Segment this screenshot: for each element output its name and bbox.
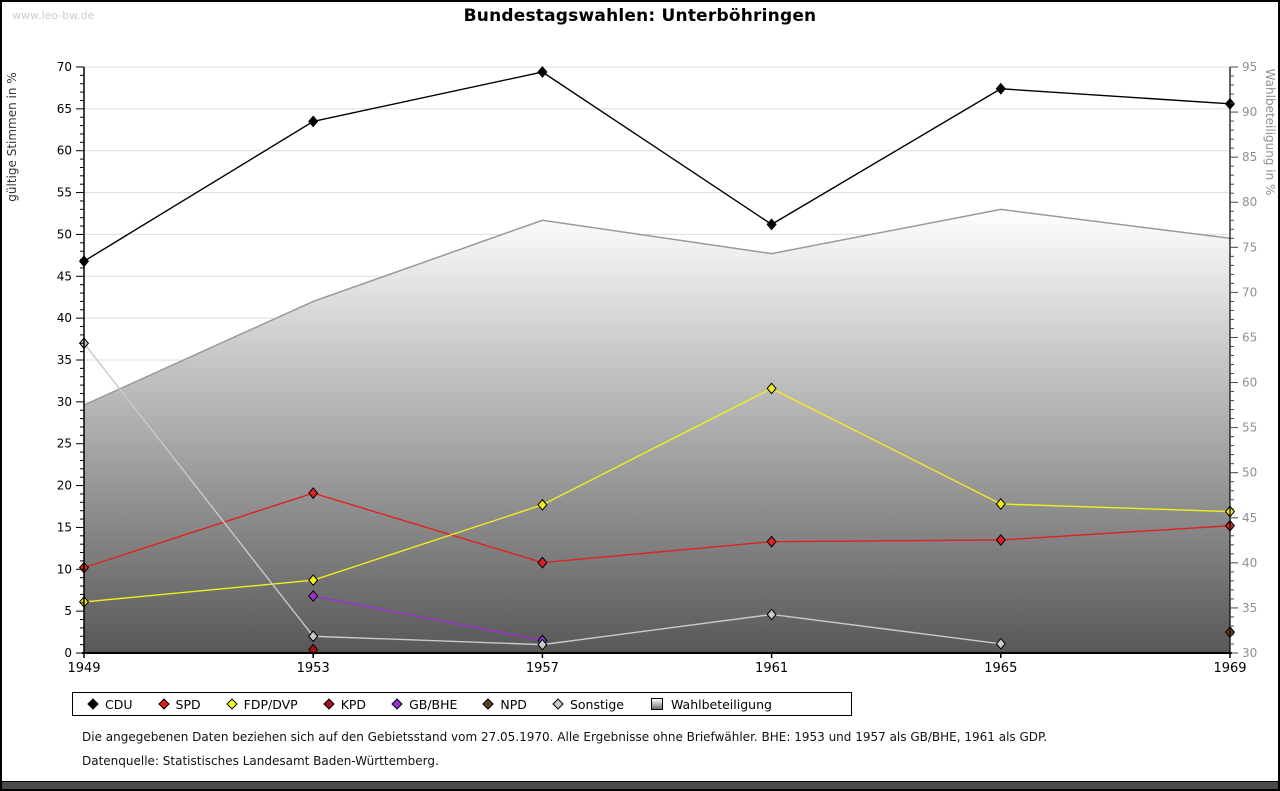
legend-label: NPD	[500, 696, 527, 712]
legend-item-npd: NPD	[482, 696, 527, 712]
chart-legend: CDU SPD FDP/DVP KPD GB/BHE NPD Sonstige Wahlbet…	[72, 692, 852, 716]
left-tick-label: 0	[64, 646, 72, 660]
leo-bw-watermark: www.leo-bw.de	[12, 9, 95, 22]
legend-diamond-icon	[323, 698, 335, 710]
series-line-SPD	[83, 492, 1231, 569]
legend-diamond-icon	[225, 698, 238, 710]
legend-square-icon	[650, 698, 663, 710]
left-tick-label: 15	[57, 520, 72, 534]
left-tick-label: 20	[57, 479, 72, 493]
legend-label: GB/BHE	[409, 696, 458, 712]
left-tick-label: 65	[57, 102, 72, 116]
data-point-Sonstige	[537, 638, 548, 651]
turnout-area	[84, 209, 1230, 654]
right-tick-label: 80	[1242, 195, 1257, 209]
legend-item-kpd: KPD	[323, 696, 367, 712]
page-title: Bundestagswahlen: Unterböhringen	[463, 6, 817, 26]
turnout-area-edge	[83, 208, 1231, 406]
legend-label: SPD	[175, 696, 201, 712]
left-tick-label: 70	[57, 60, 72, 74]
legend-item-sonstige: Sonstige	[552, 696, 624, 712]
data-point-FDP/DVP	[995, 498, 1006, 510]
legend-item-spd: SPD	[157, 696, 201, 712]
x-tick-label: 1969	[1213, 661, 1246, 676]
data-point-FDP/DVP	[308, 574, 319, 587]
legend-item-gb-bhe: GB/BHE	[391, 696, 458, 712]
legend-item-fdp-dvp: FDP/DVP	[225, 696, 298, 712]
right-axis-title: Wahlbeteiligung in %	[1263, 69, 1277, 196]
left-tick-label: 40	[57, 311, 72, 325]
right-tick-label: 90	[1242, 105, 1257, 119]
series-line-FDP/DVP	[83, 387, 1231, 603]
legend-label: FDP/DVP	[243, 696, 298, 712]
legend-item-wahlbeteiligung: Wahlbeteiligung	[650, 696, 772, 712]
x-tick-label: 1965	[984, 661, 1017, 676]
x-tick-label: 1949	[67, 661, 100, 676]
footnote-source: Datenquelle: Statistisches Landesamt Bad…	[82, 754, 439, 768]
data-point-SPD	[995, 534, 1006, 546]
right-tick-label: 60	[1242, 376, 1257, 390]
left-tick-label: 50	[57, 227, 72, 241]
x-tick-label: 1961	[755, 661, 788, 676]
legend-diamond-icon	[482, 698, 495, 710]
right-tick-label: 95	[1242, 60, 1257, 74]
election-line-chart: 0 5 10 15 20 25 30 35 40 45 50 55 60 65 70 30 35 40 45 50 55…	[5, 60, 1277, 676]
legend-diamond-icon	[391, 698, 403, 710]
data-point-CDU	[537, 66, 548, 78]
right-tick-label: 40	[1242, 556, 1257, 570]
legend-diamond-icon	[157, 698, 170, 710]
data-point-CDU	[308, 115, 319, 128]
right-tick-label: 85	[1242, 150, 1257, 164]
left-axis-title: gültige Stimmen in %	[5, 72, 19, 201]
legend-item-cdu: CDU	[87, 696, 133, 712]
legend-label: CDU	[105, 696, 133, 712]
data-point-CDU	[766, 218, 777, 231]
right-tick-label: 35	[1242, 601, 1257, 615]
left-tick-label: 5	[64, 604, 72, 618]
data-point-Sonstige	[995, 637, 1006, 650]
data-point-FDP/DVP	[537, 498, 548, 511]
legend-diamond-icon	[87, 698, 99, 710]
left-tick-label: 45	[57, 269, 72, 283]
left-tick-label: 60	[57, 144, 72, 158]
right-tick-label: 65	[1242, 330, 1257, 344]
chart-area: 0 5 10 15 20 25 30 35 40 45 50 55 60 65 70 30 35 40 45 50 55…	[2, 2, 1278, 691]
right-tick-label: 50	[1242, 466, 1257, 480]
left-tick-label: 35	[57, 353, 72, 367]
data-point-GB/BHE	[308, 590, 319, 603]
data-point-FDP/DVP	[766, 382, 777, 395]
data-point-SPD	[537, 556, 548, 569]
series-line-GB/BHE	[313, 595, 543, 642]
legend-label: Wahlbeteiligung	[670, 696, 772, 712]
data-point-Sonstige	[766, 608, 777, 621]
legend-diamond-icon	[552, 698, 564, 710]
left-tick-label: 30	[57, 395, 72, 409]
right-tick-label: 70	[1242, 285, 1257, 299]
left-tick-label: 10	[57, 562, 72, 576]
data-point-SPD	[308, 487, 319, 500]
series-line-CDU	[83, 71, 1231, 262]
data-point-CDU	[995, 82, 1006, 95]
right-tick-label: 75	[1242, 240, 1257, 254]
footnote-data-note: Die angegebenen Daten beziehen sich auf …	[82, 730, 1048, 744]
legend-label: KPD	[340, 696, 367, 712]
data-point-Sonstige	[308, 630, 319, 643]
right-tick-label: 30	[1242, 646, 1257, 660]
x-tick-label: 1957	[526, 661, 559, 676]
right-tick-label: 55	[1242, 421, 1257, 435]
axes: 0 5 10 15 20 25 30 35 40 45 50 55 60 65 70 30 35 40 45 50 55…	[57, 60, 1258, 676]
left-tick-label: 55	[57, 186, 72, 200]
legend-label: Sonstige	[569, 696, 624, 712]
window-bottom-bar	[2, 781, 1278, 789]
x-tick-label: 1953	[297, 661, 330, 676]
left-tick-label: 25	[57, 437, 72, 451]
right-tick-label: 45	[1242, 511, 1257, 525]
data-point-SPD	[766, 535, 777, 548]
